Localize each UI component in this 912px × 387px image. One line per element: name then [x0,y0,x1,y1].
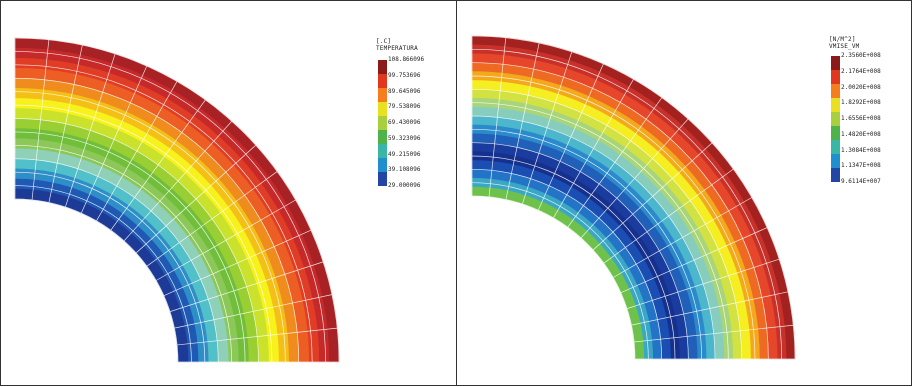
legend-swatch [831,140,840,154]
legend-tick-label: 69.430096 [388,119,421,126]
legend-swatch [831,126,840,140]
legend-tick-label: 29.000096 [388,182,421,189]
legend-tick-label: 2.3560E+008 [841,52,881,59]
temperature-bands [14,37,340,363]
legend-swatch [378,172,387,186]
legend-color-bar [378,60,387,186]
legend-title: VMISE_VM [829,43,860,50]
temperature-legend: [.C] TEMPERATURA 108.866096 99.753696 89.6… [376,38,424,189]
legend-tick-label: 2.1764E+008 [841,67,881,75]
stress-panel: [N/M^2] VMISE_VM 2.3560E+008 2.1764E+008 2… [456,0,912,386]
legend-tick-label: 1.8292E+008 [841,99,881,107]
legend-tick-label: 1.4820E+008 [841,130,881,138]
stress-bands [471,35,796,360]
legend-swatch [831,154,840,168]
legend-swatch [378,102,387,116]
legend-tick-label: 49.215096 [388,150,421,158]
temperature-panel: [.C] TEMPERATURA 108.866096 99.753696 89.6… [0,0,457,386]
legend-tick-label: 2.0020E+008 [841,83,881,91]
legend-color-bar [831,56,840,182]
stress-contour-plot [471,35,796,360]
legend-swatch [831,112,840,126]
legend-swatch [378,88,387,102]
legend-swatch [831,168,840,182]
legend-tick-label: 99.753696 [388,71,421,79]
legend-tick-label: 59.323096 [388,134,421,142]
legend-title: TEMPERATURA [376,45,418,52]
legend-swatch [831,98,840,112]
temperature-mesh [14,37,340,363]
legend-tick-label: 1.1347E+008 [841,162,881,170]
legend-tick-label: 39.108096 [388,166,421,174]
temperature-contour-plot [14,37,340,363]
legend-tick-label: 89.645096 [388,87,421,95]
stress-mesh [471,35,796,360]
legend-swatch [831,70,840,84]
legend-swatch [378,130,387,144]
legend-tick-label: 1.3084E+008 [841,146,881,154]
legend-swatch [378,60,387,74]
legend-unit: [N/M^2] [829,36,856,43]
stress-legend: [N/M^2] VMISE_VM 2.3560E+008 2.1764E+008 2… [829,36,881,185]
legend-unit: [.C] [376,38,392,45]
legend-tick-label: 79.538096 [388,103,421,111]
legend-swatch [378,144,387,158]
legend-tick-label: 1.6556E+008 [841,115,881,122]
legend-tick-label: 108.866096 [388,56,425,63]
legend-swatch [378,74,387,88]
legend-swatch [378,158,387,172]
legend-swatch [831,56,840,70]
legend-swatch [831,84,840,98]
legend-swatch [378,116,387,130]
legend-tick-label: 9.6114E+007 [841,178,881,185]
